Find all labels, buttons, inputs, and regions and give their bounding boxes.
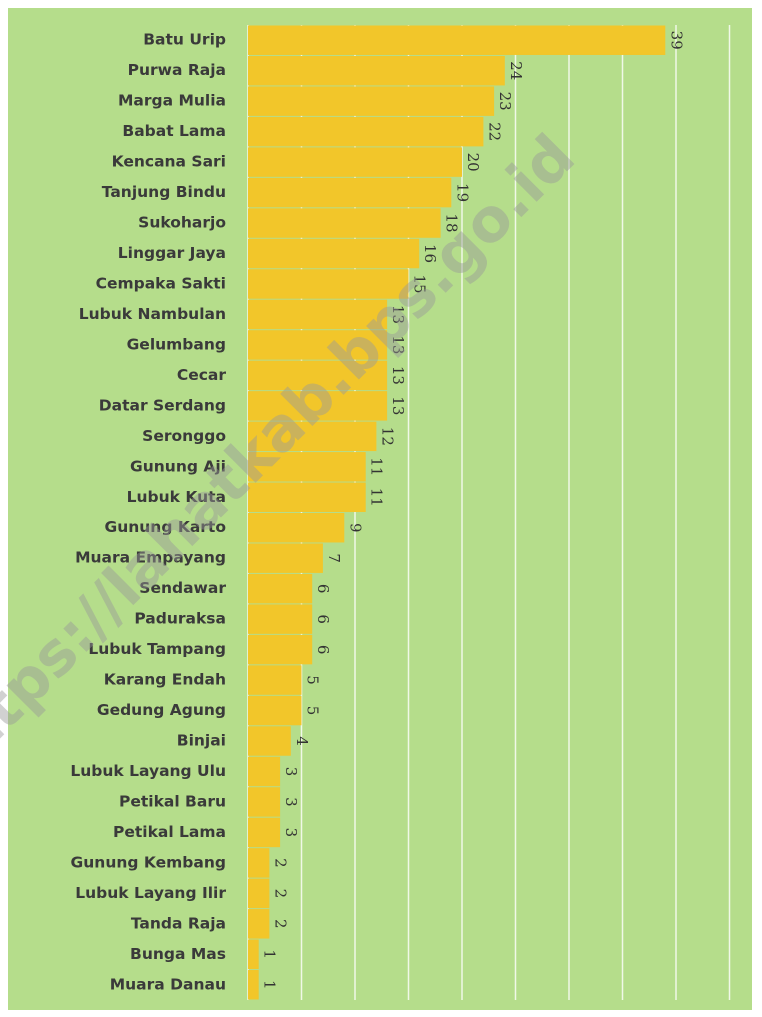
bar: [248, 55, 505, 86]
bar: [248, 878, 270, 909]
value-label: 2: [271, 889, 289, 899]
value-label: 4: [293, 736, 311, 746]
bar: [248, 391, 388, 421]
y-tick-label: Bunga Mas: [130, 945, 226, 963]
bar: [248, 269, 409, 299]
bar: [248, 787, 281, 817]
value-label: 24: [507, 61, 525, 80]
value-label: 23: [496, 92, 514, 111]
value-label: 5: [304, 706, 322, 716]
y-tick-label: Seronggo: [142, 427, 226, 445]
value-label: 16: [421, 244, 439, 263]
y-tick-label: Cempaka Sakti: [96, 274, 226, 292]
bar: [248, 634, 313, 665]
bar: [248, 665, 302, 695]
y-tick-label: Sukoharjo: [138, 214, 226, 232]
y-tick-label: Tanjung Bindu: [102, 183, 226, 201]
y-tick-label: Muara Danau: [110, 975, 226, 993]
y-tick-label: Gunung Aji: [130, 457, 226, 475]
bar: [248, 25, 666, 55]
y-tick-label: Gunung Karto: [104, 518, 226, 536]
value-label: 3: [282, 828, 300, 838]
value-label: 11: [368, 457, 386, 476]
bar: [248, 421, 377, 452]
y-tick-label: Paduraksa: [134, 610, 226, 628]
y-tick-label: Muara Empayang: [75, 549, 226, 567]
y-tick-label: Linggar Jaya: [118, 244, 226, 262]
value-label: 18: [443, 214, 461, 233]
bar: [248, 756, 281, 787]
y-tick-label: Datar Serdang: [99, 396, 226, 414]
value-label: 20: [464, 153, 482, 172]
bar: [248, 482, 366, 512]
y-tick-label: Lubuk Layang Ulu: [70, 762, 226, 780]
bar: [248, 513, 345, 543]
y-tick-label: Petikal Baru: [119, 792, 226, 810]
y-tick-label: Binjai: [177, 732, 226, 750]
y-tick-label: Purwa Raja: [128, 61, 226, 79]
bar: [248, 817, 281, 848]
value-label: 6: [314, 584, 332, 594]
value-label: 1: [261, 980, 279, 990]
value-label: 9: [346, 523, 364, 533]
y-tick-label: Tanda Raja: [131, 914, 226, 932]
bar: [248, 238, 420, 269]
value-label: 39: [667, 31, 685, 50]
bar: [248, 695, 302, 726]
bar: [248, 147, 462, 177]
y-tick-label: Kencana Sari: [112, 153, 226, 171]
value-label: 3: [282, 797, 300, 807]
value-label: 15: [411, 274, 429, 293]
y-tick-label: Lubuk Layang Ilir: [75, 884, 226, 902]
value-label: 22: [485, 122, 503, 141]
value-label: 13: [389, 305, 407, 324]
value-label: 6: [314, 645, 332, 655]
y-tick-label: Batu Urip: [143, 31, 226, 49]
bar: [248, 543, 323, 573]
bar: [248, 360, 388, 391]
value-label: 2: [271, 858, 289, 868]
value-label: 13: [389, 366, 407, 385]
value-label: 5: [304, 675, 322, 685]
y-tick-label: Marga Mulia: [118, 92, 226, 110]
y-tick-label: Lubuk Kuta: [127, 488, 226, 506]
y-tick-label: Gunung Kembang: [71, 853, 226, 871]
bar: [248, 177, 452, 208]
bar: [248, 116, 484, 147]
bar: [248, 939, 259, 970]
value-label: 7: [325, 553, 343, 563]
bar: [248, 573, 313, 604]
y-tick-label: Gedung Agung: [97, 701, 226, 719]
y-tick-label: Karang Endah: [104, 671, 226, 689]
bar: [248, 452, 366, 482]
y-tick-label: Gelumbang: [127, 335, 226, 353]
y-tick-label: Cecar: [177, 366, 227, 384]
value-label: 2: [271, 919, 289, 929]
bar: [248, 848, 270, 878]
y-tick-label: Petikal Lama: [113, 823, 226, 841]
bar: [248, 86, 495, 116]
value-label: 11: [368, 488, 386, 507]
y-tick-label: Sendawar: [139, 579, 226, 597]
bar: [248, 726, 291, 756]
y-tick-label: Babat Lama: [122, 122, 226, 140]
value-label: 19: [453, 183, 471, 202]
bar: [248, 208, 441, 238]
y-tick-label: Lubuk Tampang: [88, 640, 226, 658]
bar: [248, 299, 388, 330]
bar: [248, 970, 259, 1000]
bar: [248, 909, 270, 939]
value-label: 13: [389, 396, 407, 415]
value-label: 1: [261, 950, 279, 960]
bar: [248, 330, 388, 360]
value-label: 6: [314, 614, 332, 624]
value-label: 3: [282, 767, 300, 777]
bar: [248, 604, 313, 634]
y-tick-label: Lubuk Nambulan: [79, 305, 226, 323]
value-label: 13: [389, 335, 407, 354]
value-label: 12: [378, 427, 396, 446]
